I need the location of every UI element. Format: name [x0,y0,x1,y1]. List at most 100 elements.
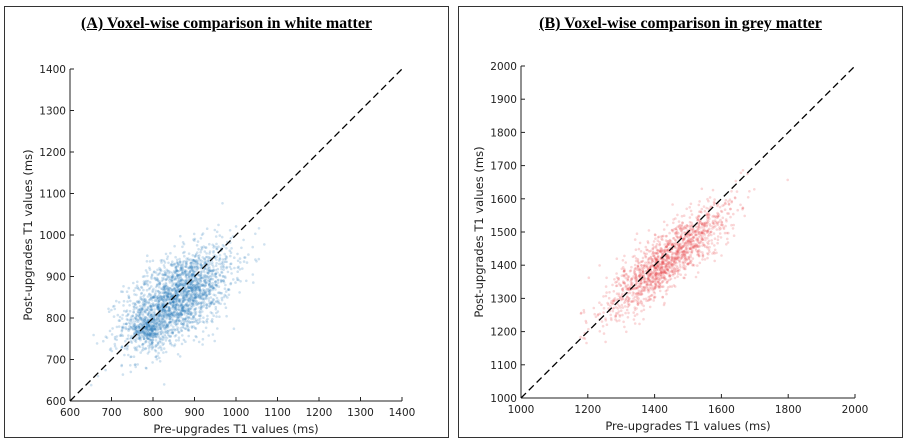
scatter-point [211,320,214,324]
scatter-point [656,248,660,252]
scatter-point [652,271,655,274]
scatter-point [670,259,673,263]
scatter-point [151,328,155,332]
scatter-point [179,297,183,301]
scatter-point [201,292,205,296]
scatter-point [680,232,684,235]
scatter-point [615,306,618,309]
scatter-point [696,217,699,220]
scatter-point [674,227,678,230]
scatter-point [161,304,164,308]
scatter-point [198,301,201,305]
scatter-point [153,315,157,319]
scatter-point [189,287,193,290]
scatter-point [659,273,663,277]
scatter-point [708,223,711,226]
scatter-point [201,288,205,291]
scatter-point [164,331,168,334]
scatter-point [640,292,644,296]
scatter-point [202,316,205,320]
scatter-point [134,303,137,307]
scatter-point [191,272,194,276]
scatter-point [166,294,169,298]
scatter-point [220,261,224,264]
scatter-point [183,321,186,324]
scatter-point [148,332,152,335]
scatter-point [176,286,179,289]
scatter-point [184,272,187,275]
scatter-point [190,265,193,268]
scatter-point [654,273,657,276]
scatter-point [158,299,161,302]
scatter-point [219,265,223,269]
scatter-point [662,270,666,274]
scatter-point [684,226,687,230]
scatter-point [184,303,188,307]
scatter-point [160,321,163,325]
scatter-point [632,287,635,291]
scatter-point [201,260,204,263]
scatter-point [141,335,144,339]
scatter-point [164,326,167,330]
scatter-point [186,320,189,324]
scatter-point [158,356,161,360]
scatter-point [172,300,176,304]
scatter-point [198,259,202,262]
scatter-point [180,269,184,273]
scatter-point [636,258,640,261]
scatter-point [133,323,137,326]
scatter-point [140,321,143,325]
scatter-point [214,300,218,304]
scatter-point [147,333,150,337]
scatter-point [156,294,160,298]
scatter-point [681,260,685,264]
scatter-point [184,273,188,276]
scatter-point [179,283,183,286]
scatter-point [627,311,630,315]
scatter-point [692,236,696,239]
scatter-point [731,227,735,230]
scatter-point [168,310,172,313]
scatter-point [197,293,201,297]
scatter-point [207,283,211,286]
scatter-point [651,288,654,292]
scatter-point [181,306,184,310]
scatter-point [665,281,669,284]
scatter-point [163,314,166,317]
scatter-point [631,255,635,259]
scatter-point [642,308,646,312]
scatter-point [640,266,644,270]
scatter-point [685,257,689,261]
scatter-point [163,284,167,287]
scatter-point [666,288,669,292]
scatter-point [646,299,650,302]
scatter-point [150,274,154,277]
scatter-point [181,265,185,268]
scatter-point [148,315,152,318]
scatter-point [188,270,192,274]
scatter-point [655,242,659,246]
scatter-point [646,261,649,264]
scatter-point [201,337,205,341]
scatter-point [189,313,193,317]
scatter-point [719,223,723,227]
scatter-point [160,317,163,321]
scatter-point [688,216,692,219]
scatter-point [161,303,165,306]
scatter-point [160,341,163,344]
scatter-point [648,286,652,289]
scatter-point [633,277,637,280]
scatter-point [167,307,171,311]
scatter-point [181,323,185,326]
scatter-point [136,330,140,334]
scatter-point [158,313,161,317]
scatter-point [673,262,676,265]
scatter-point [145,260,149,263]
scatter-point [205,319,208,323]
scatter-point [635,286,638,290]
scatter-point [194,298,197,301]
scatter-point [143,333,147,337]
scatter-point [192,280,195,284]
scatter-point [165,331,169,335]
scatter-point [651,284,654,288]
